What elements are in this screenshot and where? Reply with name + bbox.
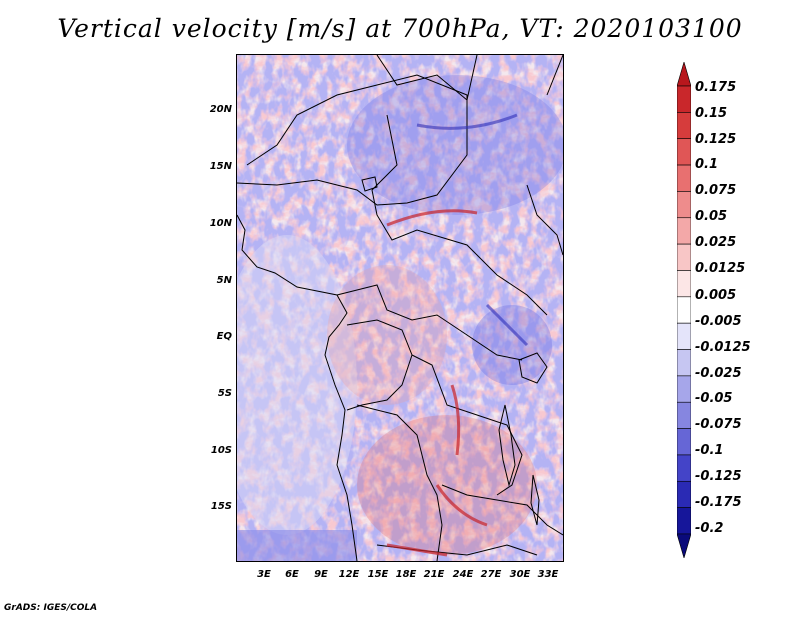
colorbar-box	[677, 270, 691, 298]
colorbar-box	[677, 322, 691, 350]
colorbar-label-15: -0.125	[695, 469, 742, 484]
lon-label-30e: 30E	[509, 569, 531, 580]
colorbar-label-10: -0.0125	[695, 340, 751, 355]
west-coastline	[237, 214, 358, 561]
colorbar	[677, 62, 691, 558]
lon-label-18e: 18E	[395, 569, 417, 580]
colorbar-label-8: 0.005	[695, 288, 737, 303]
border-central	[336, 284, 523, 361]
colorbar-box	[677, 138, 691, 166]
blue-streak-1	[416, 113, 518, 130]
ocean-light-region	[237, 235, 357, 535]
lake-tanganyika	[498, 404, 516, 487]
southern-red-region	[357, 415, 537, 555]
border-zambia	[441, 484, 563, 536]
border-drc	[411, 354, 523, 496]
colorbar-label-4: 0.075	[695, 183, 737, 198]
footer-credit: GrADS: IGES/COLA	[4, 603, 98, 613]
colorbar-label-3: 0.1	[695, 157, 719, 172]
lon-label-12e: 12E	[338, 569, 360, 580]
colorbar-box	[677, 217, 691, 245]
colorbar-label-9: -0.005	[695, 314, 742, 329]
colorbar-box	[677, 62, 691, 87]
lake-malawi	[530, 474, 540, 526]
southwest-blue-band	[237, 530, 357, 561]
colorbar-box	[677, 401, 691, 429]
lon-label-6e: 6E	[285, 569, 299, 580]
colorbar-label-13: -0.075	[695, 417, 742, 432]
lat-label-15n: 15N	[209, 161, 232, 172]
east-blue-region	[472, 305, 552, 385]
colorbar-box	[677, 375, 691, 403]
border-chad	[371, 114, 548, 316]
lake-chad	[361, 176, 378, 192]
lat-label-5s: 5S	[217, 388, 232, 399]
border-east	[526, 184, 563, 256]
blue-streak-2	[485, 303, 529, 347]
colorbar-label-14: -0.1	[695, 443, 724, 458]
lon-label-33e: 33E	[537, 569, 559, 580]
red-streak-4	[386, 543, 448, 557]
colorbar-box	[677, 507, 691, 535]
sahara-blue-region	[347, 75, 563, 215]
colorbar-label-6: 0.025	[695, 235, 737, 250]
lon-label-27e: 27E	[480, 569, 502, 580]
colorbar-label-17: -0.2	[695, 521, 724, 536]
border-sahel	[237, 74, 468, 206]
lon-label-15e: 15E	[367, 569, 389, 580]
colorbar-box	[677, 243, 691, 271]
colorbar-box	[677, 85, 691, 113]
colorbar-label-0: 0.175	[695, 80, 737, 95]
colorbar-box	[677, 349, 691, 377]
lat-label-10n: 10N	[209, 218, 232, 229]
colorbar-box	[677, 533, 691, 558]
colorbar-box	[677, 454, 691, 482]
velocity-map	[236, 54, 564, 562]
colorbar-box	[677, 112, 691, 140]
plot-title: Vertical velocity [m/s] at 700hPa, VT: 2…	[57, 14, 743, 43]
lat-label-5n: 5N	[216, 275, 232, 286]
lat-label-20n: 20N	[209, 104, 232, 115]
colorbar-box	[677, 164, 691, 192]
lon-label-21e: 21E	[423, 569, 445, 580]
colorbar-box	[677, 296, 691, 324]
lat-label-15s: 15S	[210, 501, 232, 512]
border-congo	[346, 319, 413, 411]
lake-victoria	[518, 352, 548, 384]
lon-label-9e: 9E	[314, 569, 328, 580]
lat-label-eq: EQ	[216, 331, 232, 342]
colorbar-box	[677, 191, 691, 219]
colorbar-label-5: 0.05	[695, 209, 728, 224]
red-streak-3	[435, 484, 488, 527]
congo-red-region	[327, 265, 447, 405]
border-angola	[356, 404, 443, 561]
colorbar-label-7: 0.0125	[695, 261, 746, 276]
colorbar-box	[677, 480, 691, 508]
red-streak-2	[450, 384, 461, 456]
colorbar-label-2: 0.125	[695, 132, 737, 147]
red-streak-1	[386, 209, 478, 227]
colorbar-label-12: -0.05	[695, 391, 733, 406]
colorbar-label-16: -0.175	[695, 495, 742, 510]
east-coastline	[546, 55, 563, 96]
lat-label-10s: 10S	[210, 445, 232, 456]
border-north	[376, 55, 478, 101]
colorbar-box	[677, 428, 691, 456]
colorbar-label-11: -0.025	[695, 366, 742, 381]
lon-label-3e: 3E	[257, 569, 271, 580]
colorbar-label-1: 0.15	[695, 106, 728, 121]
lon-label-24e: 24E	[452, 569, 474, 580]
